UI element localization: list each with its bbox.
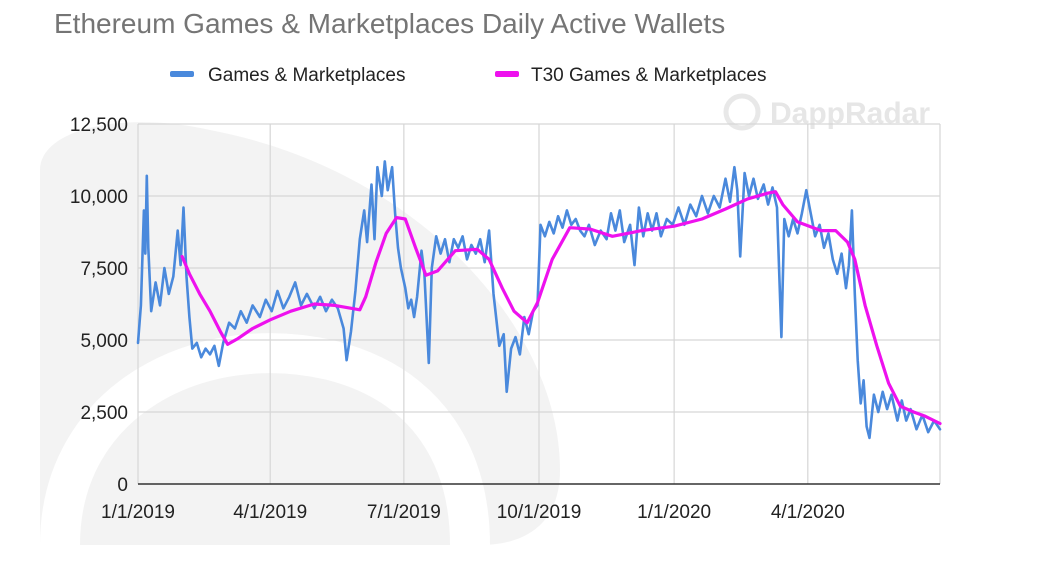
y-tick-label: 2,500 [80,403,128,424]
legend: Games & Marketplaces T30 Games & Marketp… [170,65,766,86]
y-tick-label: 5,000 [80,331,128,352]
y-tick-label: 12,500 [70,115,128,136]
axes: 0 2,500 5,000 7,500 10,000 12,500 1/1/2019 4/1/… [70,115,940,523]
x-tick-label: 7/1/2019 [367,502,441,523]
legend-swatch-games [170,71,194,77]
watermark-text: DappRadar [770,97,930,130]
y-tick-label: 0 [117,475,128,496]
watermark: DappRadar [40,93,930,546]
watermark-inner-ring [40,333,490,546]
series-layer [136,160,942,440]
x-tick-label: 1/1/2020 [637,502,711,523]
x-tick-label: 4/1/2020 [771,502,845,523]
y-tick-label: 7,500 [80,259,128,280]
x-tick-label: 1/1/2019 [101,502,175,523]
x-tick-label: 4/1/2019 [233,502,307,523]
legend-label-games: Games & Marketplaces [208,65,405,86]
series-line-games [136,160,942,440]
y-tick-label: 10,000 [70,187,128,208]
legend-swatch-t30 [495,71,519,77]
watermark-logo-icon [723,93,761,131]
x-tick-label: 10/1/2019 [497,502,582,523]
grid [137,123,941,484]
chart-title: Ethereum Games & Marketplaces Daily Acti… [54,8,725,39]
legend-label-t30: T30 Games & Marketplaces [531,65,766,86]
series-line-t30 [180,190,942,426]
